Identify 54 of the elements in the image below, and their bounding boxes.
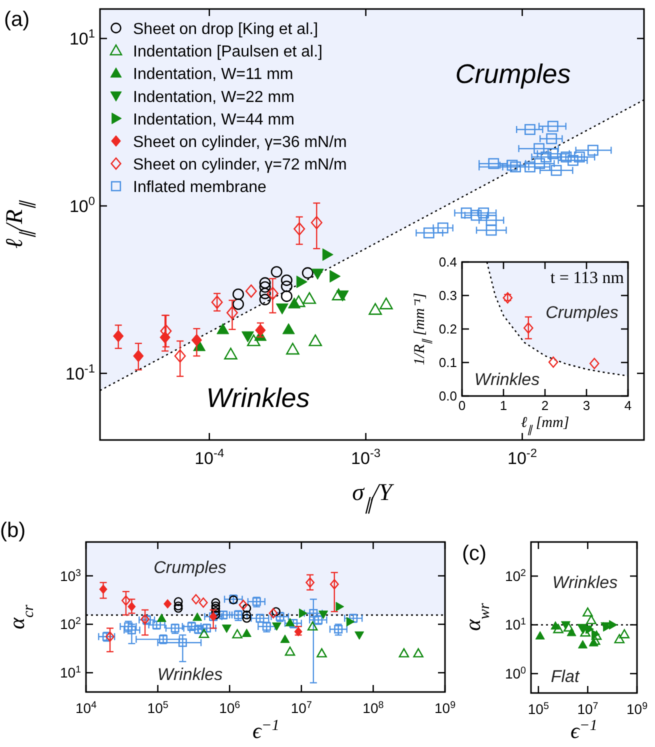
x-tick-label: 10$^{7}$ [577,700,598,717]
annotation: Wrinkles [552,573,618,592]
y-tick-label: 10$^{1}$ [60,664,81,681]
legend-label: Indentation, W=44 mm [133,111,294,128]
x-tick-label: 10$^{9}$ [626,700,648,717]
y-tick-label: 10$^{3}$ [60,567,82,584]
legend-label: Indentation, W=22 mm [133,88,294,106]
annotation: Crumples [546,303,619,322]
annotation: Wrinkles [206,383,310,413]
x-tick-label: 2 [541,398,549,413]
x-tick-label: 10$^{9}$ [434,700,456,716]
y-tick-label: 10$^{-1}$ [66,361,96,384]
y-tick-label: 0.1 [438,355,457,370]
legend-label: Indentation, W=11 mm [133,66,294,84]
x-tick-label: 10$^{6}$ [219,700,241,716]
annotation: Wrinkles [157,665,224,684]
x-axis-title: ϵ$^{−1}$ [570,716,598,743]
x-tick-label: 3 [582,398,590,413]
x-tick-label: 1 [500,398,508,413]
x-tick-label: 4 [624,398,632,413]
legend-label: Sheet on drop [King et al.] [133,21,318,38]
y-tick-label: 10$^{0}$ [69,194,96,216]
x-axis-title: ℓ$_{∥}$ [mm] [520,415,570,436]
y-tick-label: 10$^{1}$ [69,26,96,48]
x-tick-label: 10$^{5}$ [528,700,550,717]
text: (b) [0,519,26,542]
y-tick-label: 10$^{1}$ [504,616,526,633]
annotation: Crumples [455,59,571,89]
text: (a) [4,8,30,31]
annotation: Wrinkles [474,370,540,389]
legend-label: Inflated membrane [133,179,267,196]
y-tick-label: 10$^{2}$ [504,567,526,584]
x-tick-label: 10$^{-4}$ [194,446,224,468]
text: (c) [462,542,486,565]
y-tick-label: 0.2 [438,322,457,337]
x-tick-label: 10$^{-3}$ [351,446,381,468]
legend-label: Sheet on cylinder, γ=36 mN/m [133,134,347,151]
annotation: Flat [550,667,580,686]
x-tick-label: 0 [458,398,466,413]
x-tick-label: 10$^{-2}$ [508,446,538,468]
x-axis-title: ϵ$^{−1}$ [252,716,280,743]
x-tick-label: 10$^{5}$ [147,700,169,716]
x-tick-label: 10$^{8}$ [362,700,384,716]
y-tick-label: 0.3 [438,288,457,304]
annotation: t = 113 nm [550,268,624,287]
y-tick-label: 0.0 [438,388,457,404]
legend-label: Sheet on cylinder, γ=72 mN/m [133,156,347,174]
y-tick-label: 0.4 [438,254,457,270]
annotation: Crumples [154,558,227,577]
y-tick-label: 10$^{0}$ [504,664,527,682]
x-tick-label: 10$^{4}$ [75,700,98,716]
y-tick-label: 10$^{2}$ [60,616,81,632]
x-tick-label: 10$^{7}$ [290,700,312,716]
legend-label: Indentation [Paulsen et al.] [133,44,322,61]
